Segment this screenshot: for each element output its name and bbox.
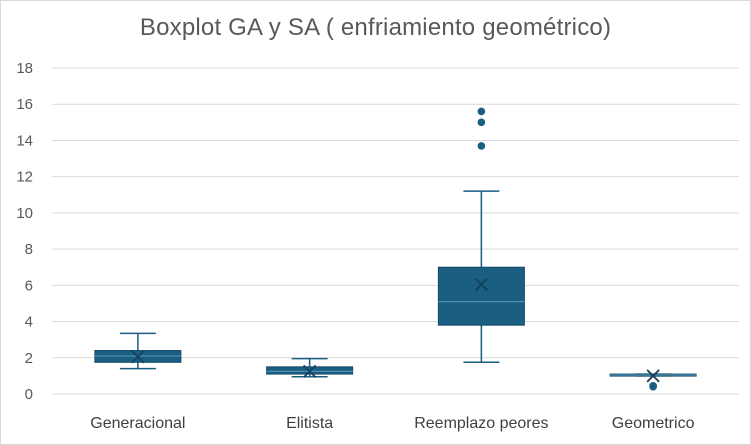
y-tick-label: 12 (16, 169, 33, 186)
y-tick-label: 0 (25, 386, 33, 403)
grid-lines (52, 67, 739, 395)
y-tick-label: 2 (25, 350, 33, 367)
y-tick-label: 18 (16, 60, 33, 77)
y-tick-label: 6 (25, 277, 33, 294)
box-2 (437, 266, 525, 326)
x-category-label: Geometrico (612, 415, 695, 432)
x-category-label: Generacional (90, 415, 185, 432)
mean-marker (474, 277, 489, 292)
x-axis-labels: Generacional Elitista Reemplazo peores Geom… (90, 415, 694, 432)
x-category-label: Elitista (286, 415, 333, 432)
y-tick-label: 10 (16, 205, 33, 222)
mean-marker (646, 369, 660, 383)
outlier-point (477, 107, 486, 116)
chart-title: Boxplot GA y SA ( enfriamiento geométric… (139, 14, 612, 41)
y-tick-label: 8 (25, 241, 33, 258)
y-axis-ticks: 0 2 4 6 8 10 12 14 16 18 (16, 60, 33, 403)
x-category-label: Reemplazo peores (414, 415, 548, 432)
boxplot-series (94, 107, 697, 391)
y-tick-label: 4 (25, 314, 33, 331)
outlier-point (477, 118, 486, 127)
y-tick-label: 14 (16, 132, 33, 149)
outlier-point (477, 142, 486, 150)
mean-marker (302, 364, 317, 378)
outlier-point (649, 382, 657, 391)
mean-marker (131, 350, 145, 364)
y-tick-label: 16 (16, 96, 33, 113)
